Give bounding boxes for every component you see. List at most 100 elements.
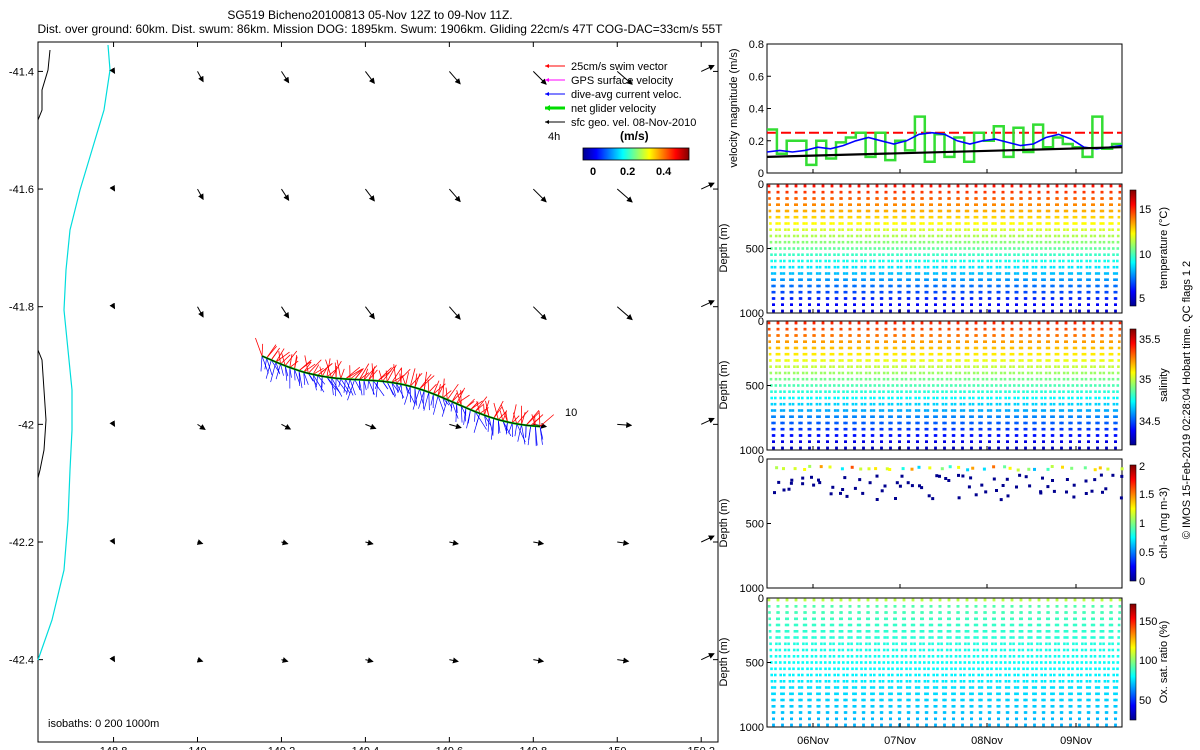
scatter-point (1080, 384, 1084, 387)
scatter-point (1051, 309, 1054, 313)
scatter-point (881, 421, 884, 425)
scatter-point (947, 190, 951, 194)
scatter-point (915, 415, 918, 418)
scatter-point (1008, 396, 1011, 400)
scatter-point (975, 623, 979, 627)
scatter-point (810, 259, 813, 263)
scatter-point (886, 371, 890, 375)
chla-point (982, 467, 986, 471)
chla-point (839, 491, 842, 495)
scatter-point (928, 359, 931, 362)
scatter-point (834, 284, 837, 288)
scatter-point (830, 184, 834, 188)
scatter-point (909, 384, 913, 387)
scatter-point (1053, 371, 1057, 375)
scatter-point (786, 630, 790, 633)
scatter-point (854, 278, 857, 281)
scatter-point (850, 648, 854, 652)
scatter-point (953, 415, 956, 418)
scatter-point (998, 402, 1002, 406)
scatter-point (885, 215, 889, 219)
scatter-point (768, 623, 772, 627)
scatter-point (918, 253, 921, 256)
scatter-point (1071, 259, 1074, 263)
chla-point (1033, 467, 1036, 471)
scatter-point (821, 190, 825, 194)
scatter-point (1014, 421, 1017, 425)
chla-point (801, 476, 805, 480)
scatter-point (831, 209, 835, 213)
scatter-point (805, 377, 809, 381)
scatter-point (1002, 611, 1005, 614)
scatter-point (826, 723, 829, 727)
scatter-point (812, 327, 816, 331)
scatter-point (792, 655, 796, 658)
scatter-point (916, 434, 920, 437)
depth-tick-label: 0 (758, 316, 764, 328)
scatter-point (787, 371, 791, 375)
scatter-point (1030, 365, 1033, 368)
scatter-point (919, 346, 923, 350)
scatter-point (779, 680, 783, 683)
scatter-point (976, 642, 979, 646)
scatter-point (885, 630, 889, 633)
scatter-point (871, 427, 875, 431)
scatter-point (1108, 359, 1111, 362)
scatter-point (918, 371, 922, 375)
scatter-point (972, 247, 976, 250)
scatter-point (817, 705, 821, 708)
scatter-point (1076, 396, 1079, 400)
scatter-point (984, 209, 988, 213)
scatter-point (785, 190, 789, 194)
scatter-point (1069, 303, 1072, 306)
scatter-point (868, 636, 871, 639)
scatter-point (948, 352, 952, 356)
scatter-point (1101, 346, 1105, 350)
scatter-point (864, 655, 868, 658)
scatter-point (931, 359, 934, 362)
scatter-point (774, 396, 777, 400)
scatter-point (899, 680, 903, 683)
scatter-point (919, 352, 923, 356)
scatter-point (826, 290, 830, 294)
temperature-clabel: temperature (°C) (1158, 207, 1170, 289)
chla-point (1070, 466, 1074, 470)
scatter-point (948, 209, 952, 213)
scatter-point (876, 630, 880, 633)
scatter-point (916, 297, 920, 300)
scatter-point (912, 352, 916, 356)
scatter-point (807, 278, 810, 281)
scatter-point (1003, 240, 1007, 244)
scatter-point (1066, 228, 1069, 231)
scatter-point (957, 611, 960, 614)
scatter-point (995, 661, 998, 664)
scatter-point (1068, 415, 1071, 418)
scatter-point (1075, 359, 1078, 362)
scatter-point (988, 705, 992, 708)
scatter-point (1112, 402, 1116, 406)
scatter-point (820, 623, 824, 627)
scatter-point (1040, 402, 1044, 406)
scatter-point (1114, 297, 1118, 300)
scatter-point (843, 415, 846, 418)
scatter-point (954, 648, 958, 652)
chla-point (803, 468, 807, 471)
scatter-point (990, 661, 994, 664)
scatter-point (1068, 284, 1071, 288)
scatter-point (1040, 390, 1043, 393)
scatter-point (832, 655, 836, 658)
scatter-point (923, 409, 927, 412)
scatter-point (822, 197, 825, 200)
scatter-point (1089, 253, 1092, 256)
scatter-point (787, 359, 790, 362)
scatter-point (830, 617, 833, 621)
scatter-point (940, 371, 944, 375)
scatter-point (795, 340, 798, 343)
scatter-point (826, 297, 830, 300)
scatter-point (986, 390, 989, 393)
scatter-point (889, 705, 893, 708)
chla-point (1001, 484, 1005, 487)
chla-point (928, 466, 932, 470)
scatter-point (870, 278, 873, 281)
scatter-point (878, 409, 882, 412)
